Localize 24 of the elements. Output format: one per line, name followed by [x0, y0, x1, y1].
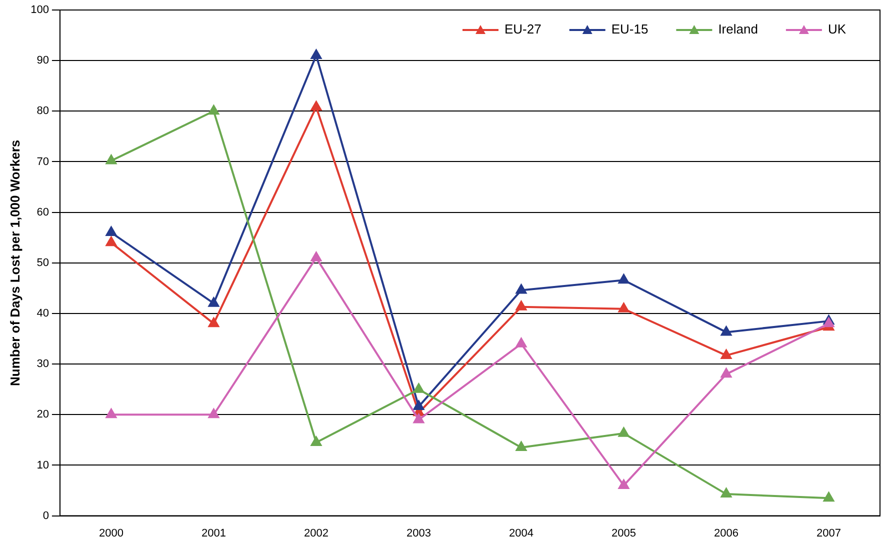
y-tick-label: 80	[36, 105, 49, 118]
legend-label: EU-27	[504, 22, 542, 37]
x-tick-label: 2005	[611, 527, 636, 540]
legend-label: EU-15	[611, 22, 648, 37]
y-tick-label: 90	[36, 54, 49, 67]
y-tick-label: 30	[36, 358, 49, 370]
x-tick-label: 2006	[714, 527, 738, 540]
legend-label: UK	[828, 22, 846, 37]
x-tick-label: 2002	[304, 527, 328, 540]
y-tick-label: 10	[36, 459, 49, 472]
y-tick-label: 40	[36, 308, 49, 320]
y-tick-label: 70	[36, 156, 49, 168]
y-tick-label: 100	[30, 4, 49, 16]
y-tick-label: 60	[36, 206, 49, 218]
y-tick-label: 0	[42, 510, 49, 522]
y-tick-label: 20	[36, 408, 49, 421]
x-tick-label: 2004	[508, 527, 534, 540]
x-tick-label: 2007	[816, 527, 841, 540]
legend-label: Ireland	[718, 22, 758, 37]
x-tick-label: 2003	[406, 527, 431, 540]
x-tick-label: 2001	[201, 527, 226, 540]
y-axis-title: Number of Days Lost per 1,000 Workers	[7, 140, 22, 386]
x-tick-label: 2000	[98, 527, 124, 540]
y-tick-label: 50	[36, 256, 49, 269]
